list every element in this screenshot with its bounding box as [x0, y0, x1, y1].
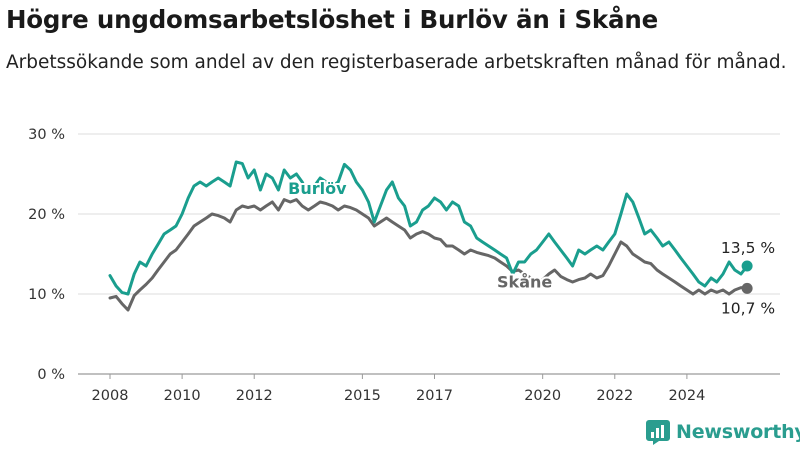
series-label-burl-v: Burlöv	[288, 179, 347, 198]
grid-lines	[78, 133, 780, 375]
end-label-burl-v: 13,5 %	[721, 239, 775, 257]
end-point-sk-ne	[741, 282, 753, 294]
newsworthy-logo-icon	[646, 420, 670, 445]
x-tick-label: 2020	[524, 388, 561, 404]
x-tick-label: 2008	[92, 388, 129, 404]
x-tick-label: 2015	[344, 388, 381, 404]
end-point-burl-v	[741, 260, 753, 272]
y-axis: 0 % 10 % 20 % 30 %	[28, 127, 65, 383]
series-line-sk-ne	[108, 198, 749, 312]
x-tick-label: 2022	[596, 388, 633, 404]
series-line-burl-v	[108, 160, 749, 296]
series-lines	[108, 160, 753, 312]
x-tick-label: 2010	[164, 388, 201, 404]
y-tick-label: 20 %	[28, 207, 65, 223]
brand: Newsworthy	[645, 419, 800, 445]
x-tick-label: 2017	[416, 388, 453, 404]
page-title: Högre ungdomsarbetslöshet i Burlöv än i …	[6, 5, 658, 34]
series-labels: 10,7 % 13,5 % Burlöv Skåne	[286, 177, 775, 317]
x-axis: 2008 2010 2012 2015 2017 2020 2022 2024	[92, 374, 705, 404]
y-tick-label: 0 %	[37, 367, 65, 383]
y-tick-label: 30 %	[28, 127, 65, 143]
brand-name: Newsworthy	[676, 421, 800, 443]
page-subtitle: Arbetssökande som andel av den registerb…	[6, 52, 787, 73]
x-tick-label: 2012	[236, 388, 273, 404]
x-tick-label: 2024	[668, 388, 705, 404]
end-label-sk-ne: 10,7 %	[721, 299, 775, 317]
series-label-sk-ne: Skåne	[497, 273, 552, 292]
y-tick-label: 10 %	[28, 287, 65, 303]
